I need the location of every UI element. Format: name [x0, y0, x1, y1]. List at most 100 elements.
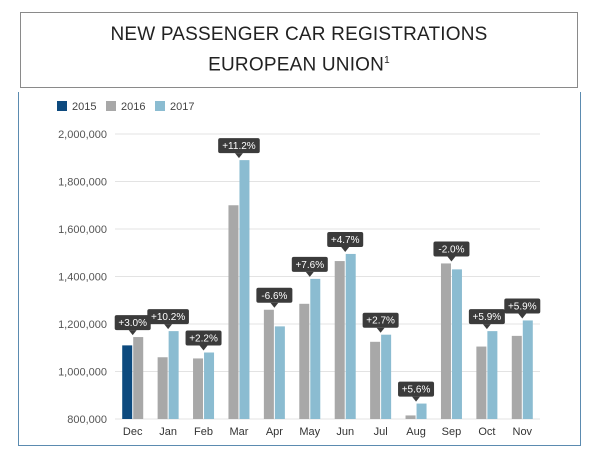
x-tick-label: Jul: [374, 426, 388, 438]
bar-2017-oct: [487, 331, 498, 419]
change-badge-pointer: [412, 396, 421, 402]
change-badge: -2.0%: [433, 241, 470, 262]
legend-swatch-2016: [106, 101, 116, 111]
legend-label-2015: 2015: [72, 101, 96, 113]
change-badge: +5.9%: [504, 298, 541, 319]
change-badge-label: +5.9%: [473, 312, 502, 323]
y-tick-label: 1,200,000: [58, 319, 107, 331]
change-badge-pointer: [270, 302, 279, 308]
bar-2016-jan: [157, 357, 168, 419]
y-tick-label: 1,600,000: [58, 224, 107, 236]
change-badge-pointer: [341, 246, 350, 252]
change-badge-pointer: [234, 153, 243, 159]
bar-2016-dec: [133, 337, 144, 419]
change-badge-box: [362, 312, 399, 328]
chart-title-line-2: EUROPEAN UNION1: [21, 48, 577, 78]
legend-swatch-2017: [155, 101, 165, 111]
change-badge-label: +5.6%: [402, 385, 431, 396]
bar-2017-sep: [451, 269, 462, 419]
bar-2016-apr: [263, 309, 274, 419]
change-badge: +3.0%: [114, 315, 151, 336]
change-badge-label: -2.0%: [438, 244, 464, 255]
bar-2016-jul: [370, 341, 381, 419]
change-badge: +7.6%: [291, 256, 328, 277]
y-tick-label: 1,400,000: [58, 272, 107, 284]
change-badge-label: +5.9%: [508, 301, 537, 312]
change-badge-box: [433, 241, 470, 257]
x-tick-label: Aug: [406, 426, 426, 438]
bar-2016-oct: [476, 346, 487, 419]
bar-2016-jun: [334, 261, 345, 419]
change-badge-label: +7.6%: [295, 260, 324, 271]
change-badge-box: [291, 256, 328, 272]
bar-2016-feb: [193, 358, 204, 419]
change-badge-label: +4.7%: [331, 235, 360, 246]
x-tick-label: May: [299, 426, 320, 438]
x-tick-label: Oct: [478, 426, 495, 438]
change-badge-pointer: [447, 256, 456, 262]
change-badge-pointer: [128, 330, 137, 336]
legend-swatch-2015: [57, 101, 67, 111]
change-badge: +10.2%: [147, 309, 189, 330]
change-badge-pointer: [376, 327, 385, 333]
chart-title-line-1: NEW PASSENGER CAR REGISTRATIONS: [110, 24, 488, 45]
change-badge-pointer: [164, 324, 173, 330]
change-badge-label: -6.6%: [261, 291, 287, 302]
change-badge: -6.6%: [256, 287, 293, 308]
bar-2016-aug: [405, 415, 416, 419]
change-badge-box: [147, 309, 189, 325]
change-badge: +2.7%: [362, 312, 399, 333]
change-badge-box: [185, 330, 222, 346]
x-tick-label: Sep: [442, 426, 462, 438]
chart-title-text: EUROPEAN UNION: [208, 54, 385, 76]
change-badge-label: +10.2%: [151, 312, 185, 323]
change-badge-pointer: [305, 271, 314, 277]
change-badge-pointer: [482, 324, 491, 330]
change-badge-box: [398, 381, 435, 397]
bar-2016-sep: [440, 263, 451, 419]
bar-2016-nov: [511, 335, 522, 419]
bar-2016-may: [299, 303, 310, 419]
bar-2017-apr: [274, 326, 285, 419]
change-badge: +2.2%: [185, 330, 222, 351]
change-badge-box: [114, 315, 151, 331]
change-badge-label: +3.0%: [118, 318, 147, 329]
change-badge-label: +2.7%: [366, 316, 395, 327]
bar-2015-dec: [122, 345, 133, 419]
change-badge: +11.2%: [218, 138, 260, 159]
change-badge-pointer: [518, 313, 527, 319]
change-badge-box: [327, 231, 364, 247]
bar-2017-nov: [522, 320, 533, 419]
x-tick-label: Nov: [513, 426, 533, 438]
change-badge-box: [256, 287, 293, 303]
title-box: NEW PASSENGER CAR REGISTRATIONS EUROPEAN…: [20, 12, 578, 88]
bar-2016-mar: [228, 205, 239, 419]
change-badge-label: +11.2%: [222, 141, 256, 152]
change-badge: +4.7%: [327, 231, 364, 252]
bar-2017-may: [310, 278, 321, 419]
x-tick-label: Jan: [159, 426, 177, 438]
legend-label-2016: 2016: [121, 101, 145, 113]
y-tick-label: 2,000,000: [58, 129, 107, 141]
change-badge: +5.6%: [398, 381, 435, 402]
title-footnote-marker: 1: [384, 55, 390, 66]
change-badge-box: [468, 309, 505, 325]
x-tick-label: Dec: [123, 426, 143, 438]
legend-label-2017: 2017: [170, 101, 194, 113]
x-tick-label: Mar: [229, 426, 248, 438]
chart-frame: [18, 92, 581, 446]
change-badge: +5.9%: [468, 309, 505, 330]
change-badge-box: [218, 138, 260, 154]
x-tick-label: Feb: [194, 426, 213, 438]
y-tick-label: 1,800,000: [58, 177, 107, 189]
y-tick-label: 800,000: [67, 414, 107, 426]
change-badge-box: [504, 298, 541, 314]
change-badge-label: +2.2%: [189, 334, 218, 345]
bar-2017-feb: [204, 352, 215, 419]
bar-2017-mar: [239, 160, 250, 419]
bar-2017-aug: [416, 403, 427, 419]
bar-2017-jan: [168, 331, 179, 419]
change-badge-pointer: [199, 345, 208, 351]
y-tick-label: 1,000,000: [58, 367, 107, 379]
